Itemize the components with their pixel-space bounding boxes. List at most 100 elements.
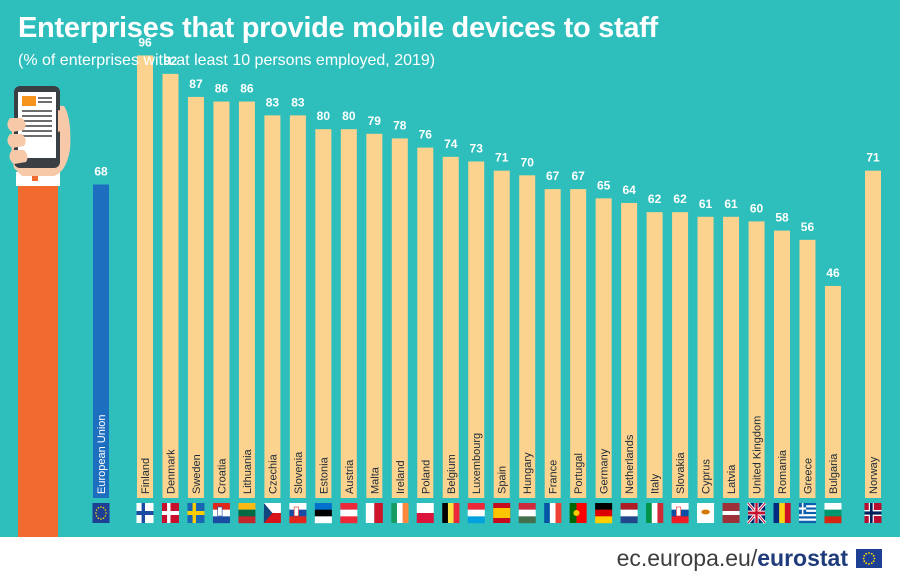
slovenia-flag-icon <box>289 503 307 524</box>
bar-norway <box>865 170 881 498</box>
bar-luxembourg <box>468 161 485 498</box>
portugal-flag-icon <box>569 503 587 523</box>
footer-url-prefix: ec.europa.eu/ <box>616 544 758 571</box>
value-label-croatia: 86 <box>215 82 229 96</box>
eu-flag-icon <box>92 503 110 523</box>
category-label-slovakia: Slovakia <box>675 452 687 494</box>
value-label-belgium: 74 <box>444 137 458 151</box>
bar-portugal <box>570 189 587 498</box>
category-label-netherlands: Netherlands <box>624 434 636 494</box>
value-label-bulgaria: 46 <box>826 266 840 280</box>
bar-united-kingdom <box>748 221 765 498</box>
austria-flag-icon <box>340 503 358 524</box>
value-label-denmark: 92 <box>164 54 178 68</box>
bar-slovakia <box>672 212 689 498</box>
belgium-flag-icon <box>442 503 460 523</box>
bar-spain <box>493 170 510 498</box>
category-label-cyprus: Cyprus <box>701 459 713 494</box>
category-label-lithuania: Lithuania <box>242 448 254 494</box>
bar-european-union <box>93 184 109 498</box>
bar-bulgaria <box>824 285 841 498</box>
bar-romania <box>774 230 790 498</box>
hungary-flag-icon <box>518 503 536 524</box>
category-label-slovenia: Slovenia <box>293 451 305 494</box>
value-label-slovakia: 62 <box>673 192 687 206</box>
category-label-hungary: Hungary <box>522 452 534 494</box>
footer-brand: eurostat <box>757 544 848 571</box>
category-label-romania: Romania <box>777 449 789 494</box>
czechia-flag-icon <box>263 503 281 523</box>
bar-finland <box>137 55 153 498</box>
estonia-flag-icon <box>314 503 332 524</box>
category-label-bulgaria: Bulgaria <box>828 453 840 494</box>
bar-ireland <box>391 138 408 499</box>
category-label-estonia: Estonia <box>318 456 330 494</box>
germany-flag-icon <box>595 503 613 524</box>
value-label-cyprus: 61 <box>699 197 713 211</box>
norway-flag-icon <box>864 503 882 523</box>
value-label-greece: 56 <box>801 220 815 234</box>
luxembourg-flag-icon <box>467 503 485 524</box>
bar-italy <box>646 212 663 498</box>
value-label-czechia: 83 <box>266 95 280 109</box>
category-label-malta: Malta <box>369 466 381 494</box>
eurostat-link[interactable]: ec.europa.eu/eurostat <box>617 545 848 572</box>
bar-austria <box>340 129 357 498</box>
lithuania-flag-icon <box>238 503 256 524</box>
value-label-netherlands: 64 <box>622 183 636 197</box>
italy-flag-icon <box>646 503 664 523</box>
chart-subtitle: (% of enterprises with at least 10 perso… <box>18 52 436 69</box>
bar-latvia <box>723 216 740 499</box>
value-label-latvia: 61 <box>724 197 738 211</box>
category-label-greece: Greece <box>802 458 814 494</box>
category-label-united-kingdom: United Kingdom <box>752 416 764 494</box>
value-label-france: 67 <box>546 169 560 183</box>
bar-cyprus <box>697 216 714 499</box>
eu-flag-icon <box>856 548 882 568</box>
bar-croatia <box>213 101 230 498</box>
romania-flag-icon <box>773 503 791 523</box>
category-label-latvia: Latvia <box>726 464 738 494</box>
bar-malta <box>366 133 383 498</box>
bar-poland <box>417 147 434 498</box>
category-label-sweden: Sweden <box>191 454 203 494</box>
slovakia-flag-icon <box>671 503 689 524</box>
category-label-ireland: Ireland <box>395 460 407 494</box>
netherlands-flag-icon <box>620 503 638 524</box>
value-label-germany: 65 <box>597 178 611 192</box>
category-label-croatia: Croatia <box>216 458 228 494</box>
bar-sweden <box>187 96 204 499</box>
category-label-france: France <box>548 460 560 494</box>
spain-flag-icon <box>493 503 511 523</box>
cyprus-flag-icon <box>697 503 715 523</box>
value-label-spain: 71 <box>495 151 509 165</box>
value-label-italy: 62 <box>648 192 662 206</box>
finland-flag-icon <box>136 503 154 523</box>
category-label-luxembourg: Luxembourg <box>471 433 483 494</box>
value-label-malta: 79 <box>368 114 382 128</box>
category-label-portugal: Portugal <box>573 453 585 494</box>
category-label-poland: Poland <box>420 460 432 494</box>
poland-flag-icon <box>416 503 434 523</box>
malta-flag-icon <box>365 503 383 523</box>
footer: ec.europa.eu/eurostat <box>617 541 882 575</box>
category-label-austria: Austria <box>344 459 356 494</box>
value-label-austria: 80 <box>342 109 356 123</box>
bar-hungary <box>519 175 536 499</box>
united-kingdom-flag-icon <box>746 502 767 524</box>
bar-lithuania <box>238 101 255 498</box>
bar-chart: 68 96 92 87 86 86 83 83 80 80 79 78 76 74 73 71 70 67 67 65… <box>7 35 882 537</box>
latvia-flag-icon <box>722 503 740 523</box>
bar-denmark <box>162 73 179 498</box>
value-label-finland: 96 <box>138 35 152 49</box>
sweden-flag-icon <box>187 503 205 523</box>
category-label-italy: Italy <box>650 473 662 494</box>
value-label-estonia: 80 <box>317 109 331 123</box>
denmark-flag-icon <box>161 503 179 523</box>
category-label-spain: Spain <box>497 466 509 494</box>
bulgaria-flag-icon <box>824 503 842 524</box>
value-label-hungary: 70 <box>521 155 535 169</box>
value-label-lithuania: 86 <box>240 82 254 96</box>
france-flag-icon <box>544 503 562 523</box>
